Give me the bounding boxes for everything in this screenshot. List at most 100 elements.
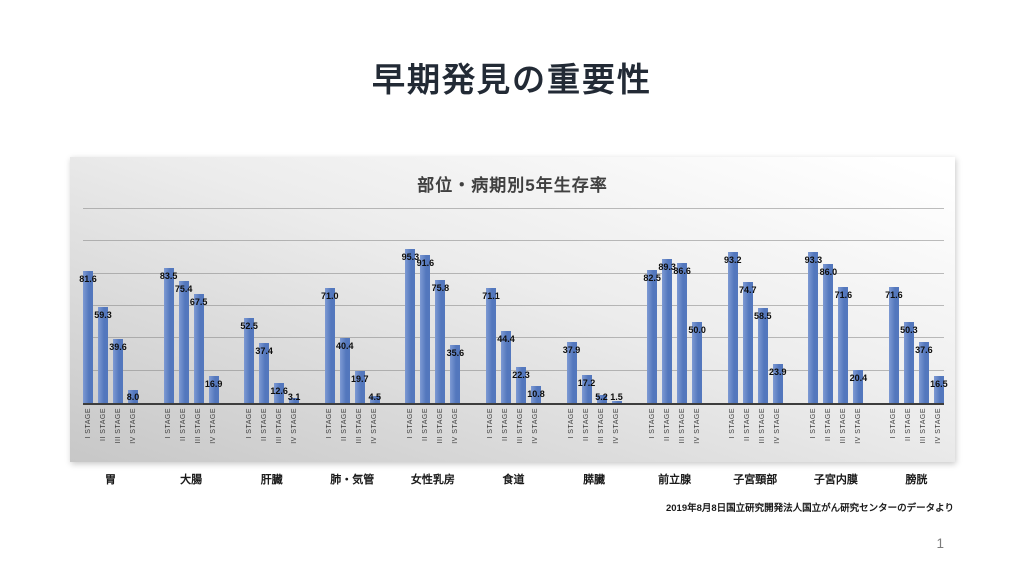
bar (405, 248, 416, 403)
bar-group: 71.1 I STAGE 44.4 II STAGE 22.3 III STAGE 10.8… (482, 209, 545, 444)
stage-tick-label: I STAGE (326, 408, 334, 439)
bar-value-label: 10.8 (527, 388, 545, 399)
bar-value-label: 12.6 (270, 385, 288, 396)
bar (742, 282, 753, 403)
bar (677, 263, 688, 403)
bar (259, 342, 270, 403)
stage-tick-label: IV STAGE (613, 408, 621, 444)
bar-cell: 20.4 IV STAGE (850, 209, 867, 444)
stage-tick-label: II STAGE (260, 408, 268, 442)
category-label: 肺・気管 (330, 474, 375, 486)
bar-cell: 37.4 II STAGE (255, 209, 273, 441)
bar (757, 308, 768, 403)
bar-value-label: 4.5 (368, 392, 382, 402)
bar-value-label: 75.4 (174, 284, 193, 295)
bar (420, 254, 431, 403)
bar-cell: 12.6 III STAGE (270, 209, 288, 444)
stage-tick-label: II STAGE (744, 408, 752, 442)
bar-value-label: 16.5 (930, 379, 948, 390)
stage-tick-label: III STAGE (678, 408, 686, 444)
stage-tick-label: III STAGE (195, 408, 203, 444)
bar-value-label: 16.9 (204, 378, 223, 389)
bar-value-label: 37.4 (255, 345, 273, 356)
page-number: 1 (936, 536, 944, 551)
stage-tick-label: IV STAGE (935, 408, 943, 444)
bar-cell: 4.5 IV STAGE (368, 209, 382, 444)
bar-value-label: 50.3 (900, 324, 918, 335)
bar-cell: 17.2 II STAGE (578, 209, 595, 441)
gridline (83, 337, 944, 339)
bar-cell: 22.3 III STAGE (512, 209, 530, 444)
stage-tick-label: II STAGE (99, 408, 107, 442)
bar (274, 382, 285, 403)
category-label: 膵臓 (583, 474, 606, 486)
stage-tick-label: III STAGE (114, 408, 122, 444)
stage-tick-label: IV STAGE (129, 408, 137, 444)
bar-group: 83.5 I STAGE 75.4 II STAGE 67.5 III STAGE 16.9… (160, 209, 222, 444)
stage-tick-label: I STAGE (245, 408, 253, 439)
stage-tick-label: III STAGE (356, 408, 364, 444)
bar (566, 341, 577, 403)
bar (83, 271, 93, 403)
bar (823, 263, 834, 403)
bar (435, 280, 446, 403)
bar-value-label: 83.5 (159, 271, 178, 282)
stage-tick-label: I STAGE (809, 408, 817, 439)
bar-value-label: 81.6 (79, 274, 97, 285)
bar-cell: 39.6 III STAGE (109, 209, 127, 444)
bar-value-label: 86.0 (819, 266, 838, 277)
bar-cell: 37.6 III STAGE (915, 209, 933, 444)
bar-cell: 10.8 IV STAGE (527, 209, 545, 444)
bar-cell: 50.0 IV STAGE (688, 209, 706, 444)
bar-value-label: 89.3 (658, 261, 676, 272)
chart-title: 部位・病期別5年生存率 (417, 176, 608, 195)
bar (500, 331, 511, 403)
bar-value-label: 59.3 (94, 310, 112, 321)
bar-cell: 44.4 II STAGE (497, 209, 515, 441)
stage-tick-label: IV STAGE (371, 408, 379, 444)
bar-value-label: 71.1 (482, 291, 500, 302)
bar-cell: 74.7 II STAGE (739, 209, 757, 441)
stage-tick-label: I STAGE (568, 408, 576, 439)
bar-value-label: 23.9 (768, 367, 787, 378)
bar (903, 321, 914, 403)
bar-value-label: 75.8 (431, 283, 450, 294)
bar (838, 287, 849, 403)
stage-tick-label: IV STAGE (532, 408, 540, 444)
bar (128, 390, 138, 403)
bar-value-label: 52.5 (240, 321, 258, 332)
bar-value-label: 19.7 (351, 374, 369, 385)
stage-tick-label: IV STAGE (451, 408, 459, 444)
bar-cell: 93.2 I STAGE (724, 209, 742, 439)
category-label: 大腸 (180, 474, 203, 486)
bar (581, 375, 592, 403)
bar-cell: 71.0 I STAGE (321, 209, 339, 439)
bar (808, 252, 819, 403)
category-label: 食道 (502, 474, 525, 486)
stage-tick-label: I STAGE (487, 408, 495, 439)
bar-group: 93.2 I STAGE 74.7 II STAGE 58.5 III STAGE 23.9… (724, 209, 787, 444)
stage-tick-label: IV STAGE (693, 408, 701, 444)
stage-tick-label: II STAGE (905, 408, 913, 442)
bar (113, 338, 123, 403)
category-label: 女性乳房 (410, 474, 455, 486)
stage-tick-label: I STAGE (165, 408, 173, 439)
bar-value-label: 37.9 (562, 344, 581, 355)
stage-tick-label: IV STAGE (210, 408, 218, 444)
gridline (83, 369, 944, 371)
bar-value-label: 17.2 (577, 378, 596, 389)
bar (853, 370, 864, 403)
bar-value-label: 20.4 (849, 373, 868, 384)
slide-title: 早期発見の重要性 (372, 61, 652, 98)
bar-value-label: 74.7 (738, 285, 757, 296)
category-label: 子宮内膜 (813, 474, 858, 486)
bar-value-label: 44.4 (497, 334, 515, 345)
bar-cell: 75.8 III STAGE (432, 209, 449, 444)
gridline (83, 240, 944, 242)
bar (450, 345, 461, 403)
bar-value-label: 67.5 (189, 296, 208, 307)
bar (888, 287, 899, 403)
bars-layer: 81.6 I STAGE 59.3 II STAGE 39.6 III STAGE 8.0 I… (79, 209, 948, 444)
bar-value-label: 58.5 (753, 311, 772, 322)
bar (692, 322, 703, 403)
